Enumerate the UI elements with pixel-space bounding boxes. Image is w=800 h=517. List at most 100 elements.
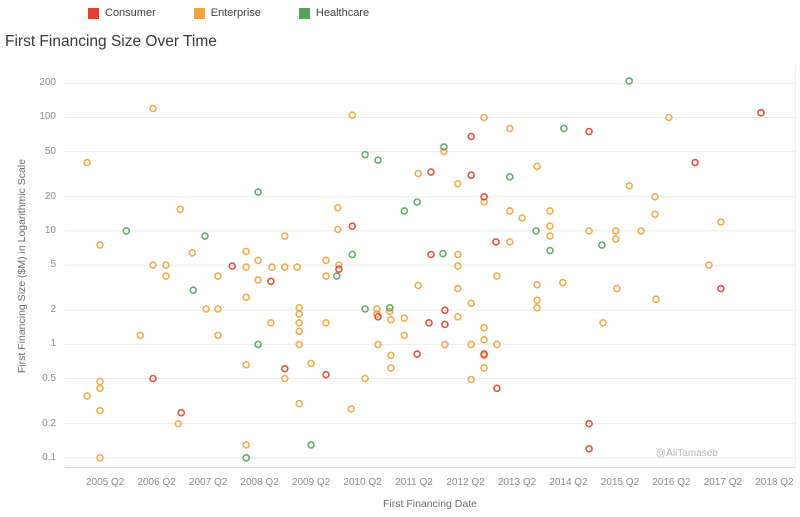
data-point-enterprise[interactable] xyxy=(651,210,659,219)
data-point-enterprise[interactable] xyxy=(214,272,222,280)
data-point-enterprise[interactable] xyxy=(518,214,527,222)
data-point-consumer[interactable] xyxy=(348,222,357,230)
data-point-enterprise[interactable] xyxy=(149,104,157,113)
data-point-enterprise[interactable] xyxy=(480,323,488,332)
data-point-consumer[interactable] xyxy=(585,444,593,453)
data-point-enterprise[interactable] xyxy=(149,261,157,269)
data-point-enterprise[interactable] xyxy=(348,111,357,119)
data-point-enterprise[interactable] xyxy=(611,227,620,235)
data-point-consumer[interactable] xyxy=(425,318,433,327)
data-point-enterprise[interactable] xyxy=(414,169,423,178)
data-point-consumer[interactable] xyxy=(149,374,157,383)
data-point-enterprise[interactable] xyxy=(293,263,301,271)
data-point-consumer[interactable] xyxy=(177,408,186,417)
data-point-healthcare[interactable] xyxy=(532,227,540,235)
data-point-enterprise[interactable] xyxy=(333,204,342,212)
data-point-enterprise[interactable] xyxy=(453,262,462,270)
data-point-consumer[interactable] xyxy=(585,419,593,428)
data-point-enterprise[interactable] xyxy=(611,235,620,243)
data-point-enterprise[interactable] xyxy=(295,340,303,349)
data-point-enterprise[interactable] xyxy=(467,299,476,308)
data-point-consumer[interactable] xyxy=(585,127,593,136)
data-point-consumer[interactable] xyxy=(322,370,330,379)
data-point-enterprise[interactable] xyxy=(254,256,262,265)
data-point-enterprise[interactable] xyxy=(267,318,275,327)
data-point-consumer[interactable] xyxy=(427,250,435,259)
data-point-healthcare[interactable] xyxy=(560,124,568,133)
data-point-enterprise[interactable] xyxy=(441,340,449,349)
data-point-healthcare[interactable] xyxy=(189,286,197,294)
data-point-enterprise[interactable] xyxy=(599,318,607,327)
data-point-enterprise[interactable] xyxy=(242,441,250,449)
data-point-enterprise[interactable] xyxy=(322,272,330,280)
data-point-healthcare[interactable] xyxy=(348,250,357,259)
data-point-enterprise[interactable] xyxy=(162,261,170,269)
data-point-enterprise[interactable] xyxy=(652,295,660,303)
data-point-enterprise[interactable] xyxy=(96,377,104,386)
data-point-consumer[interactable] xyxy=(757,108,765,117)
data-point-enterprise[interactable] xyxy=(505,124,514,133)
data-point-enterprise[interactable] xyxy=(467,375,476,384)
data-point-healthcare[interactable] xyxy=(332,272,341,280)
data-point-enterprise[interactable] xyxy=(651,193,659,201)
data-point-healthcare[interactable] xyxy=(598,241,606,249)
data-point-healthcare[interactable] xyxy=(505,173,514,181)
data-point-enterprise[interactable] xyxy=(400,331,409,340)
data-point-enterprise[interactable] xyxy=(505,238,514,246)
data-point-enterprise[interactable] xyxy=(400,314,409,322)
data-point-enterprise[interactable] xyxy=(295,310,303,318)
data-point-enterprise[interactable] xyxy=(493,272,501,280)
data-point-consumer[interactable] xyxy=(441,306,449,314)
data-point-enterprise[interactable] xyxy=(83,158,91,167)
data-point-healthcare[interactable] xyxy=(122,227,131,235)
data-point-consumer[interactable] xyxy=(691,158,699,167)
data-point-healthcare[interactable] xyxy=(254,340,262,349)
data-point-enterprise[interactable] xyxy=(268,263,276,271)
data-point-healthcare[interactable] xyxy=(546,246,554,255)
data-point-consumer[interactable] xyxy=(717,284,725,293)
legend-item-enterprise[interactable]: Enterprise xyxy=(193,7,261,19)
data-point-consumer[interactable] xyxy=(441,320,449,329)
legend-item-healthcare[interactable]: Healthcare xyxy=(298,7,369,19)
data-point-consumer[interactable] xyxy=(427,168,435,176)
data-point-enterprise[interactable] xyxy=(214,331,222,340)
data-point-consumer[interactable] xyxy=(493,384,501,393)
data-point-enterprise[interactable] xyxy=(665,113,673,122)
data-point-enterprise[interactable] xyxy=(385,307,394,316)
data-point-consumer[interactable] xyxy=(281,364,289,373)
data-point-enterprise[interactable] xyxy=(453,180,462,188)
data-point-consumer[interactable] xyxy=(492,238,500,246)
data-point-enterprise[interactable] xyxy=(546,222,554,230)
data-point-enterprise[interactable] xyxy=(546,232,554,240)
data-point-enterprise[interactable] xyxy=(295,327,303,336)
data-point-enterprise[interactable] xyxy=(505,207,514,215)
data-point-enterprise[interactable] xyxy=(335,261,343,269)
data-point-healthcare[interactable] xyxy=(413,198,421,206)
data-point-consumer[interactable] xyxy=(267,277,275,286)
data-point-enterprise[interactable] xyxy=(96,241,104,249)
data-point-healthcare[interactable] xyxy=(254,188,262,196)
data-point-enterprise[interactable] xyxy=(307,359,315,368)
data-point-enterprise[interactable] xyxy=(533,281,541,289)
data-point-enterprise[interactable] xyxy=(480,113,488,122)
data-point-enterprise[interactable] xyxy=(322,256,330,265)
data-point-enterprise[interactable] xyxy=(242,293,250,302)
data-point-enterprise[interactable] xyxy=(558,278,567,287)
data-point-enterprise[interactable] xyxy=(493,340,501,349)
data-point-enterprise[interactable] xyxy=(162,272,170,280)
data-point-enterprise[interactable] xyxy=(242,247,250,256)
data-point-enterprise[interactable] xyxy=(480,364,488,372)
data-point-enterprise[interactable] xyxy=(96,384,104,393)
data-point-healthcare[interactable] xyxy=(440,143,448,151)
data-point-enterprise[interactable] xyxy=(281,263,289,271)
data-point-enterprise[interactable] xyxy=(533,162,541,171)
data-point-enterprise[interactable] xyxy=(533,304,541,312)
data-point-enterprise[interactable] xyxy=(533,296,541,304)
data-point-enterprise[interactable] xyxy=(281,232,289,240)
data-point-consumer[interactable] xyxy=(480,350,488,358)
data-point-enterprise[interactable] xyxy=(242,360,250,369)
data-point-enterprise[interactable] xyxy=(387,364,395,372)
data-point-enterprise[interactable] xyxy=(176,205,185,214)
data-point-healthcare[interactable] xyxy=(201,232,209,240)
legend-item-consumer[interactable]: Consumer xyxy=(88,7,156,19)
